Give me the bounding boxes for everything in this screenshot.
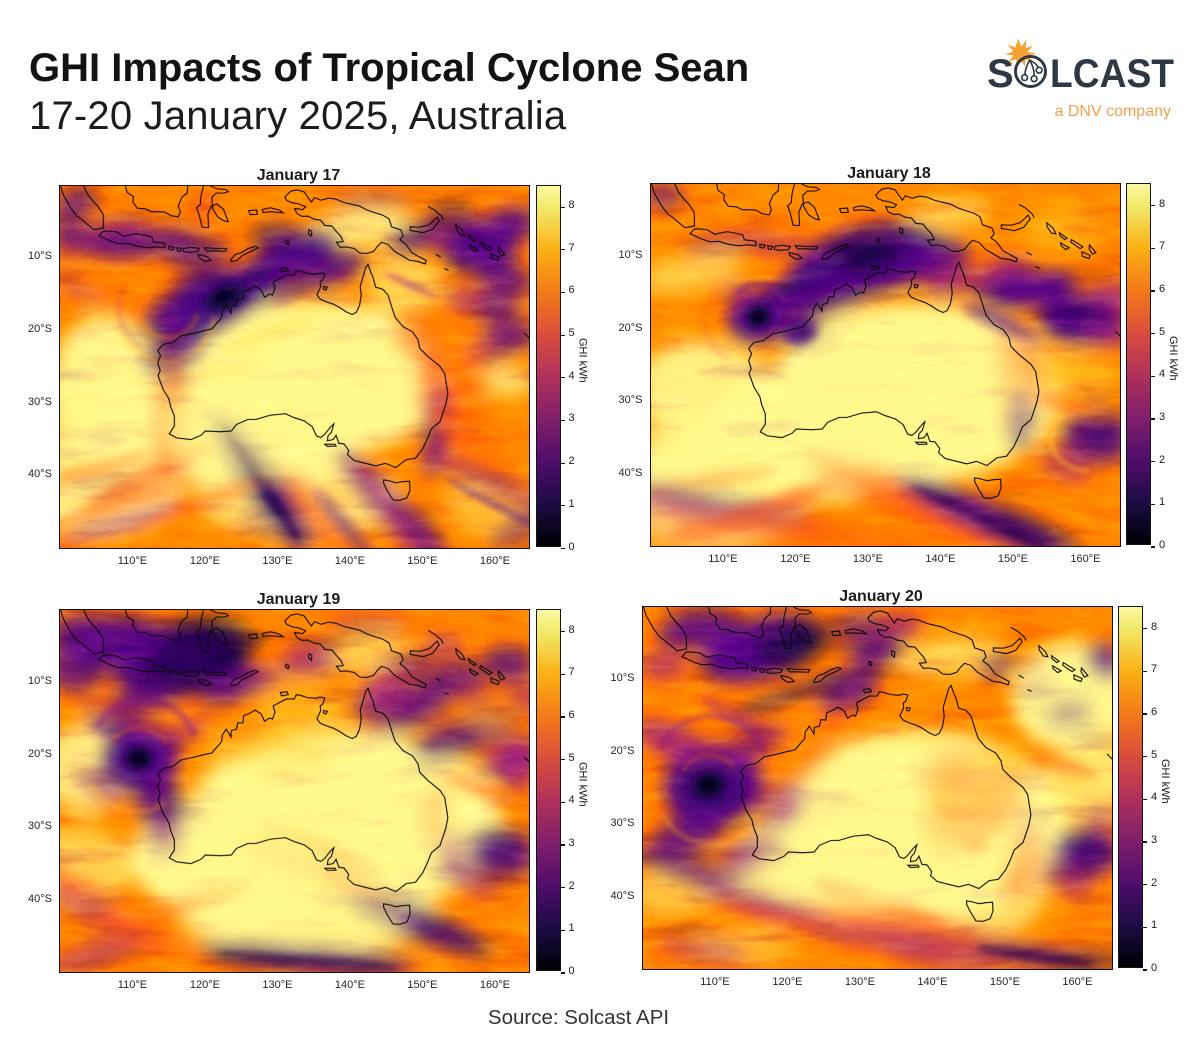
svg-text:LCAST: LCAST	[1050, 52, 1174, 96]
svg-text:a DNV company: a DNV company	[1055, 103, 1172, 120]
svg-text:S: S	[987, 52, 1014, 96]
